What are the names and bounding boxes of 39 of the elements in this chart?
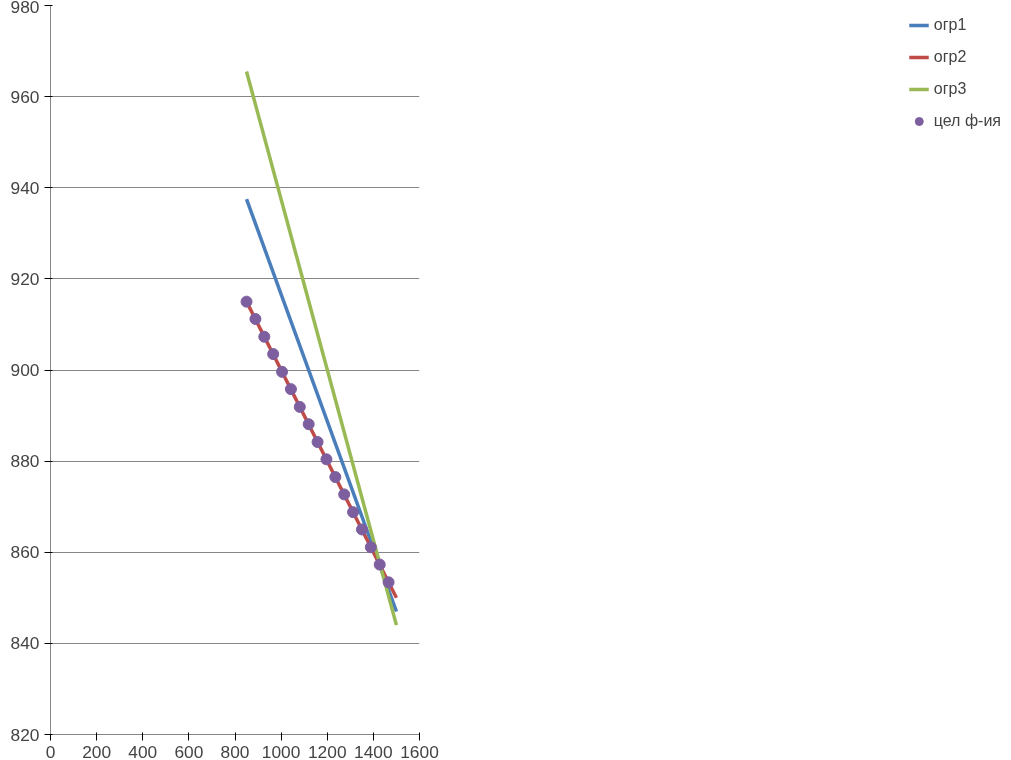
y-tick-label: 960 — [10, 86, 40, 107]
legend-label: цел ф-ия — [933, 112, 1001, 130]
point — [355, 523, 368, 536]
point — [293, 400, 306, 413]
point — [258, 330, 271, 343]
x-tick-label: 800 — [220, 741, 250, 760]
x-tick-label: 1600 — [400, 741, 439, 760]
point — [240, 295, 253, 308]
point — [276, 365, 289, 378]
point — [267, 348, 280, 361]
point — [311, 436, 324, 448]
legend-label: огр2 — [933, 48, 967, 66]
y-tick-label: 900 — [10, 360, 40, 380]
point — [382, 576, 395, 589]
y-tick-label: 920 — [10, 268, 40, 289]
point — [249, 312, 262, 325]
point — [329, 471, 342, 484]
point — [284, 383, 297, 396]
point — [347, 506, 360, 519]
y-tick-label: 980 — [10, 0, 40, 17]
point — [373, 558, 386, 571]
y-tick-label: 820 — [10, 724, 40, 745]
y-tick-label: 940 — [10, 177, 40, 198]
x-tick-label: 600 — [174, 741, 204, 760]
y-tick-label: 840 — [10, 633, 40, 654]
x-tick-label: 1400 — [354, 741, 393, 760]
point — [364, 541, 377, 554]
legend-label: огр3 — [933, 80, 967, 98]
legend-label: огр1 — [933, 16, 967, 34]
y-tick-label: 860 — [10, 542, 40, 563]
x-tick-label: 400 — [128, 741, 158, 760]
x-tick-label: 0 — [45, 741, 56, 760]
point — [320, 453, 333, 466]
point — [302, 418, 315, 431]
x-tick-label: 1000 — [261, 741, 301, 760]
y-tick-label: 880 — [10, 451, 40, 472]
x-tick-label: 1200 — [307, 741, 347, 760]
x-tick-label: 200 — [82, 741, 112, 760]
point — [338, 488, 351, 501]
